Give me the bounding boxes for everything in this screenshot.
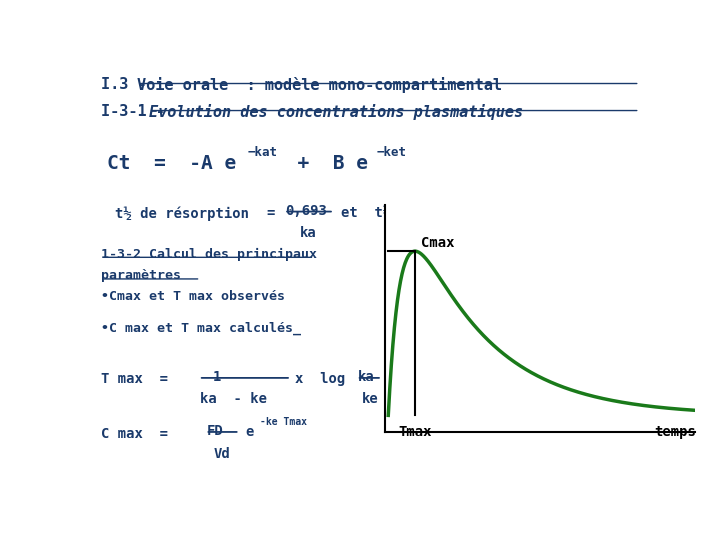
Text: ke: ke bbox=[510, 226, 526, 240]
Text: I-3-1 -: I-3-1 - bbox=[101, 104, 174, 119]
Text: 1-3-2 Calcul des principaux: 1-3-2 Calcul des principaux bbox=[101, 248, 317, 261]
Text: 1: 1 bbox=[213, 370, 221, 384]
Text: 0,693: 0,693 bbox=[493, 204, 535, 218]
Text: et  t½ d'élimination: et t½ d'élimination bbox=[341, 206, 508, 220]
Text: ka: ka bbox=[300, 226, 317, 240]
Text: C max  =: C max = bbox=[101, 427, 168, 441]
Text: ka: ka bbox=[358, 370, 374, 384]
Text: Cmax: Cmax bbox=[421, 235, 454, 249]
Text: Tmax: Tmax bbox=[398, 425, 432, 439]
Text: •Cmax et T max observés: •Cmax et T max observés bbox=[101, 290, 285, 303]
Text: =: = bbox=[266, 206, 275, 220]
Text: −ket: −ket bbox=[377, 146, 406, 159]
Text: t½ de résorption: t½ de résorption bbox=[115, 206, 249, 221]
Text: ke: ke bbox=[361, 393, 379, 407]
Text: 0,693: 0,693 bbox=[285, 204, 327, 218]
Text: Voie orale  : modèle mono-compartimental: Voie orale : modèle mono-compartimental bbox=[138, 77, 503, 93]
Text: Evolution des concentrations plasmatiques: Evolution des concentrations plasmatique… bbox=[148, 104, 523, 120]
Text: -ke Tmax: -ke Tmax bbox=[260, 417, 307, 427]
Text: Ct  =  -A e: Ct = -A e bbox=[107, 154, 236, 173]
Text: I.3 -: I.3 - bbox=[101, 77, 156, 92]
Text: •C max et T max calculés_: •C max et T max calculés_ bbox=[101, 322, 301, 335]
Text: temps: temps bbox=[654, 425, 696, 439]
Text: paramètres: paramètres bbox=[101, 269, 181, 282]
Text: ka  - ke: ka - ke bbox=[200, 393, 268, 407]
Text: FD: FD bbox=[207, 424, 224, 438]
Text: +  B e: + B e bbox=[274, 154, 368, 173]
Text: Vd: Vd bbox=[214, 447, 230, 461]
Text: T max  =: T max = bbox=[101, 373, 168, 387]
Text: −kat: −kat bbox=[248, 146, 278, 159]
Text: x  log: x log bbox=[295, 373, 346, 387]
Text: =: = bbox=[477, 206, 485, 220]
Text: e: e bbox=[245, 426, 253, 440]
